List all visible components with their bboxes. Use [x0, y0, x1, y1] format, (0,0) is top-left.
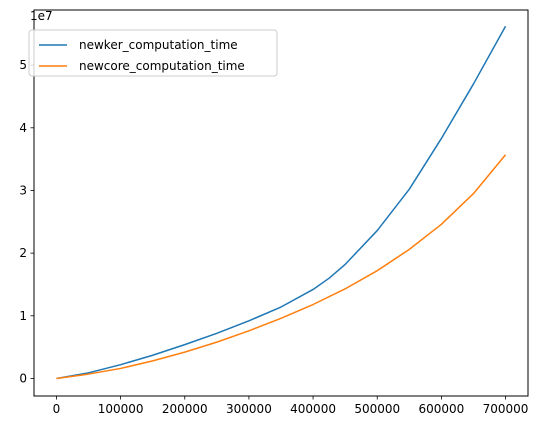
y-tick-label: 2: [19, 246, 27, 260]
series-lines: [56, 25, 507, 380]
x-tick-label: 600000: [418, 402, 464, 416]
y-tick-label: 3: [19, 183, 27, 197]
y-tick-label: 1: [19, 309, 27, 323]
series-line-newker_computation_time: [56, 25, 507, 380]
legend-box: [28, 29, 278, 77]
x-tick-label: 700000: [483, 402, 529, 416]
y-tick-label: 5: [19, 58, 27, 72]
series-line-newcore_computation_time: [56, 154, 507, 380]
x-tick-label: 500000: [354, 402, 400, 416]
y-offset-label: 1e7: [30, 9, 53, 23]
x-tick-label: 300000: [226, 402, 272, 416]
y-tick-label: 4: [19, 121, 27, 135]
legend-label: newcore_computation_time: [79, 59, 245, 73]
legend: newker_computation_time newcore_computati…: [28, 29, 278, 77]
y-axis: 0 1 2 3 4 5: [19, 58, 34, 385]
x-tick-label: 100000: [98, 402, 144, 416]
x-tick-label: 400000: [290, 402, 336, 416]
x-tick-label: 200000: [162, 402, 208, 416]
y-tick-label: 0: [19, 371, 27, 385]
legend-label: newker_computation_time: [79, 38, 238, 52]
x-axis: 0 100000 200000 300000 400000 500000 600000 700…: [53, 396, 529, 416]
plot-frame: [33, 9, 529, 397]
x-tick-label: 0: [53, 402, 61, 416]
